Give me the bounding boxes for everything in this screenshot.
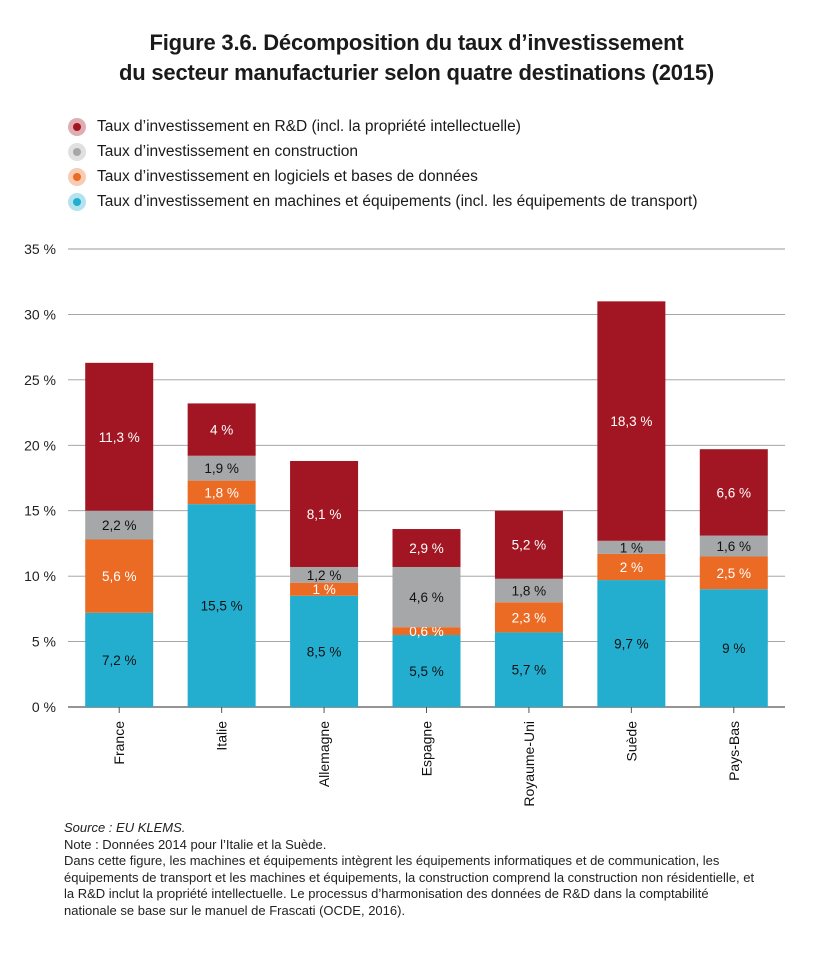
bar-segment [290,595,359,707]
data-label: 1 % [312,582,335,597]
category-label-espagne: Espagne [419,721,435,776]
data-label: 4 % [210,423,233,438]
data-label: 8,1 % [307,507,342,522]
data-label: 1,8 % [204,485,239,500]
data-label: 18,3 % [610,414,652,429]
data-label: 9,7 % [614,637,649,652]
legend: Taux d’investissement en R&D (incl. la p… [68,114,698,214]
category-label-italie: Italie [214,721,230,751]
data-label: 1,9 % [204,461,239,476]
y-tick-label: 25 % [24,372,56,388]
legend-label-software: Taux d’investissement en logiciels et ba… [97,167,478,185]
chart-title-line-2: du secteur manufacturier selon quatre de… [119,60,714,85]
legend-label-construction: Taux d’investissement en construction [97,142,359,160]
bar-segment [392,566,461,628]
data-label: 2,2 % [102,518,137,533]
y-tick-label: 20 % [24,437,56,453]
legend-marker-machinery [68,192,86,211]
legend-label-machinery: Taux d’investissement en machines et équ… [97,192,698,210]
data-label: 0,6 % [409,624,444,639]
category-label-pays-bas: Pays-Bas [726,721,742,781]
bar-segment [597,580,666,707]
category-label-allemagne: Allemagne [316,721,332,787]
definition-note: Dans cette figure, les machines et équip… [64,853,755,918]
data-label: 15,5 % [201,599,243,614]
legend-marker-rd [68,117,86,136]
bar-segment [290,460,359,567]
y-tick-label: 0 % [32,699,56,715]
bar-segment [597,301,666,541]
bar-segment [494,510,563,579]
bar-segment [392,635,461,707]
data-label: 1 % [620,540,643,555]
y-tick-label: 30 % [24,306,56,322]
data-label: 2 % [620,560,643,575]
bar-segment [187,504,256,707]
chart-title-line-1: Figure 3.6. Décomposition du taux d’inve… [149,30,684,55]
data-label: 9 % [722,641,745,656]
legend-marker-construction [68,142,86,161]
bar-segment [187,455,256,481]
bar-segment [187,403,256,456]
data-label: 6,6 % [717,485,752,500]
bar-segment [290,566,359,583]
data-label: 1,8 % [512,584,547,599]
legend-item-rd: Taux d’investissement en R&D (incl. la p… [68,114,698,139]
data-label: 2,5 % [717,566,752,581]
bar-segment [85,362,154,511]
data-label: 1,2 % [307,568,342,583]
y-tick-label: 5 % [32,634,56,650]
bar-segment [494,578,563,603]
source-note: Source : EU KLEMS. [64,820,186,835]
data-label: 1,6 % [717,539,752,554]
y-tick-label: 10 % [24,568,56,584]
data-label: 7,2 % [102,653,137,668]
legend-marker-software [68,167,86,186]
data-label: 2,9 % [409,541,444,556]
category-label-suede: Suède [623,721,639,762]
category-label-france: France [111,721,127,765]
bar-segment [85,510,154,540]
stacked-bar-chart: 0 % 5 % 10 % 15 % 20 % 25 % 30 % 35 % 7,2 % 5,6 %… [24,241,785,807]
bar-segment [85,612,154,707]
data-label: 2,3 % [512,610,547,625]
legend-item-construction: Taux d’investissement en construction [68,139,698,164]
y-tick-label: 15 % [24,503,56,519]
bar-segment [494,632,563,707]
chart-title: Figure 3.6. Décomposition du taux d’inve… [0,28,833,88]
data-label: 11,3 % [99,430,140,445]
bar-segment [85,539,154,613]
bar-segment [699,556,768,590]
data-note: Note : Données 2014 pour l’Italie et la … [64,836,327,852]
bar-segment [699,589,768,707]
bar-segment [290,582,359,596]
data-label: 5,7 % [512,663,547,678]
bar-segment [597,553,666,581]
legend-item-machinery: Taux d’investissement en machines et équ… [68,189,698,214]
y-tick-label: 35 % [24,241,56,257]
data-label: 8,5 % [307,644,342,659]
notes: Source : EU KLEMS. Note : Données 2014 p… [64,820,764,919]
bar-segment [392,627,461,636]
bar-segment [494,602,563,633]
data-label: 5,2 % [512,538,547,553]
bar-segment [187,480,256,505]
bar-segment [392,529,461,567]
category-label-royaume-uni: Royaume-Uni [521,721,537,807]
bar-segment [699,535,768,557]
legend-item-software: Taux d’investissement en logiciels et ba… [68,164,698,189]
data-label: 4,6 % [409,590,444,605]
data-label: 5,5 % [409,664,444,679]
data-label: 5,6 % [102,569,137,584]
bar-segment [699,449,768,536]
bar-segment [597,540,666,554]
legend-label-rd: Taux d’investissement en R&D (incl. la p… [97,117,521,135]
